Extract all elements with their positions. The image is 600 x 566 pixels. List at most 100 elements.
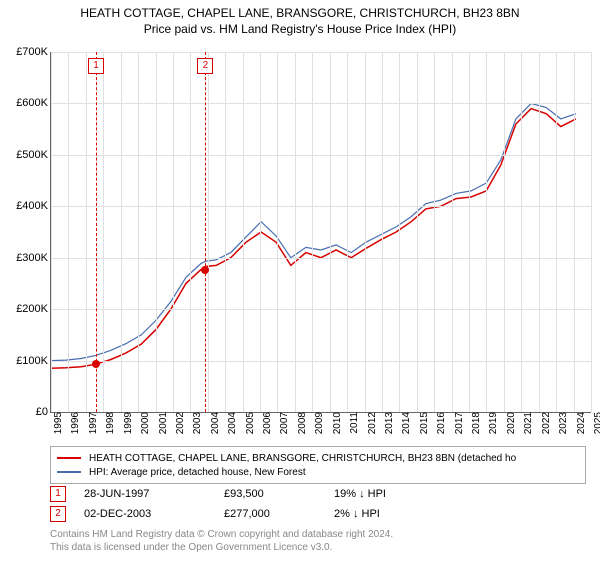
x-tick-label: 1997 [88, 412, 99, 442]
x-tick-label: 2017 [454, 412, 465, 442]
gridline-v [365, 52, 367, 412]
gridline-v [260, 52, 262, 412]
gridline-v [295, 52, 297, 412]
x-tick-label: 1998 [105, 412, 116, 442]
gridline-v [173, 52, 175, 412]
y-tick-label: £500K [0, 149, 48, 161]
y-tick-label: £100K [0, 355, 48, 367]
x-tick-label: 2018 [471, 412, 482, 442]
x-tick-label: 2013 [384, 412, 395, 442]
x-tick-label: 2009 [314, 412, 325, 442]
x-tick-label: 2006 [262, 412, 273, 442]
gridline-v [434, 52, 436, 412]
gridline-h [51, 103, 591, 104]
x-tick-label: 2007 [279, 412, 290, 442]
chart-plot-area [50, 52, 591, 413]
x-tick-label: 2022 [541, 412, 552, 442]
marker-dot-2 [201, 266, 209, 274]
x-tick-label: 2003 [192, 412, 203, 442]
sales-marker: 1 [50, 486, 66, 502]
legend-swatch [57, 457, 81, 459]
x-tick-label: 2011 [349, 412, 360, 442]
legend-swatch [57, 471, 81, 473]
gridline-h [51, 52, 591, 53]
x-tick-label: 1996 [70, 412, 81, 442]
chart-legend: HEATH COTTAGE, CHAPEL LANE, BRANSGORE, C… [50, 446, 586, 484]
sales-price: £277,000 [224, 508, 334, 520]
gridline-v [103, 52, 105, 412]
footnote-line1: Contains HM Land Registry data © Crown c… [50, 528, 393, 541]
marker-line-2 [205, 52, 206, 412]
sales-marker: 2 [50, 506, 66, 522]
footnote: Contains HM Land Registry data © Crown c… [50, 528, 393, 554]
marker-dot-1 [92, 360, 100, 368]
y-tick-label: £400K [0, 200, 48, 212]
x-tick-label: 2000 [140, 412, 151, 442]
x-tick-label: 1999 [123, 412, 134, 442]
chart-title-line2: Price paid vs. HM Land Registry's House … [0, 22, 600, 36]
x-tick-label: 1995 [53, 412, 64, 442]
sales-table: 1 28-JUN-1997£93,50019% ↓ HPI 2 02-DEC-2003… [50, 484, 586, 524]
gridline-v [312, 52, 314, 412]
x-tick-label: 2025 [593, 412, 600, 442]
gridline-v [574, 52, 576, 412]
y-tick-label: £700K [0, 46, 48, 58]
gridline-v [86, 52, 88, 412]
gridline-h [51, 258, 591, 259]
gridline-v [539, 52, 541, 412]
gridline-v [277, 52, 279, 412]
gridline-h [51, 206, 591, 207]
marker-box-1: 1 [88, 58, 104, 74]
gridline-v [521, 52, 523, 412]
x-tick-label: 2010 [332, 412, 343, 442]
marker-box-2: 2 [197, 58, 213, 74]
gridline-v [347, 52, 349, 412]
gridline-v [417, 52, 419, 412]
chart-svg [51, 52, 591, 412]
gridline-v [156, 52, 158, 412]
x-tick-label: 2021 [523, 412, 534, 442]
sales-diff: 19% ↓ HPI [334, 488, 434, 500]
x-tick-label: 2016 [436, 412, 447, 442]
x-tick-label: 2005 [245, 412, 256, 442]
y-tick-label: £200K [0, 303, 48, 315]
legend-label: HPI: Average price, detached house, New … [89, 467, 306, 478]
footnote-line2: This data is licensed under the Open Gov… [50, 541, 393, 554]
gridline-v [208, 52, 210, 412]
sales-date: 02-DEC-2003 [84, 508, 224, 520]
x-tick-label: 2020 [506, 412, 517, 442]
x-tick-label: 2004 [210, 412, 221, 442]
sales-row: 1 28-JUN-1997£93,50019% ↓ HPI [50, 484, 586, 504]
x-tick-label: 2012 [367, 412, 378, 442]
x-tick-label: 2008 [297, 412, 308, 442]
gridline-v [486, 52, 488, 412]
y-tick-label: £600K [0, 97, 48, 109]
gridline-v [138, 52, 140, 412]
gridline-v [68, 52, 70, 412]
gridline-v [504, 52, 506, 412]
x-tick-label: 2023 [558, 412, 569, 442]
gridline-v [121, 52, 123, 412]
chart-title-line1: HEATH COTTAGE, CHAPEL LANE, BRANSGORE, C… [0, 6, 600, 20]
x-tick-label: 2004 [227, 412, 238, 442]
sales-price: £93,500 [224, 488, 334, 500]
legend-label: HEATH COTTAGE, CHAPEL LANE, BRANSGORE, C… [89, 453, 516, 464]
gridline-v [190, 52, 192, 412]
x-tick-label: 2019 [488, 412, 499, 442]
y-tick-label: £0 [0, 406, 48, 418]
gridline-v [382, 52, 384, 412]
y-tick-label: £300K [0, 252, 48, 264]
legend-row: HPI: Average price, detached house, New … [57, 465, 579, 479]
gridline-h [51, 155, 591, 156]
gridline-h [51, 361, 591, 362]
marker-line-1 [96, 52, 97, 412]
x-tick-label: 2002 [175, 412, 186, 442]
gridline-v [399, 52, 401, 412]
gridline-v [556, 52, 558, 412]
gridline-v [51, 52, 53, 412]
sales-date: 28-JUN-1997 [84, 488, 224, 500]
x-tick-label: 2015 [419, 412, 430, 442]
x-tick-label: 2024 [576, 412, 587, 442]
gridline-v [330, 52, 332, 412]
gridline-v [469, 52, 471, 412]
